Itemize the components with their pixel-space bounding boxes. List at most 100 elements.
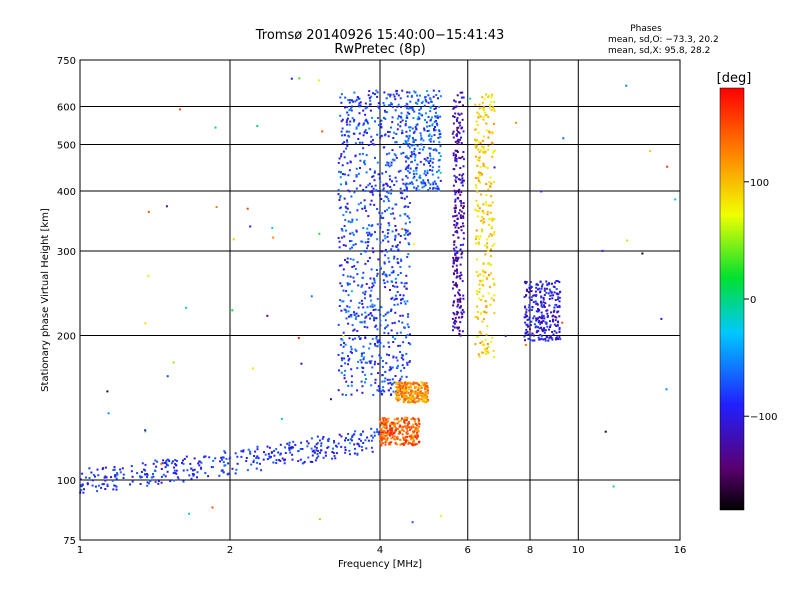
- data-point: [431, 169, 434, 172]
- data-point: [345, 181, 347, 184]
- data-point: [131, 475, 134, 478]
- data-point: [405, 431, 408, 434]
- data-point: [169, 480, 172, 483]
- data-point: [528, 316, 531, 319]
- data-point: [421, 186, 424, 189]
- data-point: [119, 471, 122, 474]
- data-point: [343, 357, 346, 360]
- data-point: [432, 183, 435, 186]
- data-point: [358, 97, 360, 100]
- data-point: [485, 306, 488, 308]
- data-point: [482, 269, 485, 272]
- data-point: [407, 164, 410, 167]
- data-point: [362, 351, 365, 354]
- data-point: [531, 332, 534, 335]
- data-point: [392, 356, 395, 359]
- data-point: [535, 294, 537, 297]
- data-point: [344, 449, 347, 451]
- data-point: [360, 321, 363, 324]
- data-point: [555, 288, 558, 290]
- data-point: [460, 253, 463, 256]
- data-point: [374, 308, 377, 311]
- data-point: [491, 155, 494, 158]
- data-point: [381, 442, 384, 445]
- data-point: [340, 93, 343, 96]
- data-point: [384, 237, 387, 240]
- data-point: [558, 328, 561, 331]
- data-point: [538, 316, 541, 319]
- data-point: [436, 185, 439, 188]
- data-point: [396, 291, 399, 293]
- data-point: [545, 287, 548, 290]
- data-point: [550, 291, 553, 294]
- colorbar-label: [deg]: [717, 71, 752, 86]
- data-point: [407, 388, 410, 391]
- data-point: [536, 303, 539, 306]
- data-point: [399, 235, 402, 237]
- data-point: [406, 116, 409, 119]
- data-point: [380, 393, 383, 395]
- data-point: [301, 448, 304, 450]
- data-point: [432, 181, 435, 184]
- data-point: [406, 416, 409, 419]
- data-point: [462, 179, 465, 182]
- data-point: [475, 229, 478, 232]
- data-point: [404, 168, 407, 171]
- data-point: [478, 151, 481, 153]
- data-point: [407, 313, 410, 316]
- data-point: [383, 146, 386, 149]
- data-point: [358, 153, 361, 156]
- data-point: [393, 321, 396, 324]
- data-point: [395, 396, 397, 399]
- data-point: [319, 449, 322, 452]
- data-point: [385, 421, 388, 424]
- data-point: [478, 103, 481, 106]
- data-point: [192, 473, 195, 476]
- data-point: [477, 116, 480, 119]
- data-point: [491, 130, 494, 133]
- data-point: [459, 209, 461, 212]
- data-point: [341, 339, 344, 342]
- data-point: [452, 152, 455, 155]
- data-point: [454, 149, 457, 152]
- data-point: [365, 171, 368, 174]
- data-point: [408, 91, 411, 94]
- data-point: [434, 115, 437, 118]
- data-point: [542, 301, 545, 304]
- data-point: [387, 135, 390, 138]
- data-point: [390, 192, 393, 195]
- data-point: [604, 430, 607, 433]
- data-point: [477, 179, 480, 182]
- data-point: [388, 175, 391, 178]
- data-point: [477, 131, 480, 134]
- data-point: [394, 236, 397, 239]
- data-point: [386, 437, 389, 439]
- data-point: [558, 300, 561, 303]
- data-point: [532, 301, 535, 304]
- data-point: [347, 322, 350, 325]
- data-point: [412, 381, 415, 384]
- data-point: [423, 401, 426, 404]
- data-point: [432, 140, 435, 143]
- data-point: [452, 260, 455, 263]
- data-point: [397, 123, 400, 126]
- data-point: [224, 451, 227, 454]
- data-point: [532, 334, 535, 337]
- data-point: [376, 389, 379, 392]
- data-point: [415, 169, 418, 172]
- data-point: [548, 337, 551, 340]
- data-point: [372, 187, 375, 190]
- data-point: [396, 128, 399, 131]
- data-point: [422, 381, 424, 384]
- data-point: [408, 401, 411, 404]
- data-point: [434, 126, 436, 128]
- data-point: [130, 470, 133, 473]
- data-point: [454, 200, 457, 203]
- data-point: [401, 314, 404, 317]
- data-point: [382, 216, 385, 219]
- data-point: [365, 118, 368, 121]
- data-point: [246, 469, 249, 472]
- data-point: [554, 304, 557, 306]
- data-point: [481, 228, 484, 231]
- data-point: [387, 232, 390, 235]
